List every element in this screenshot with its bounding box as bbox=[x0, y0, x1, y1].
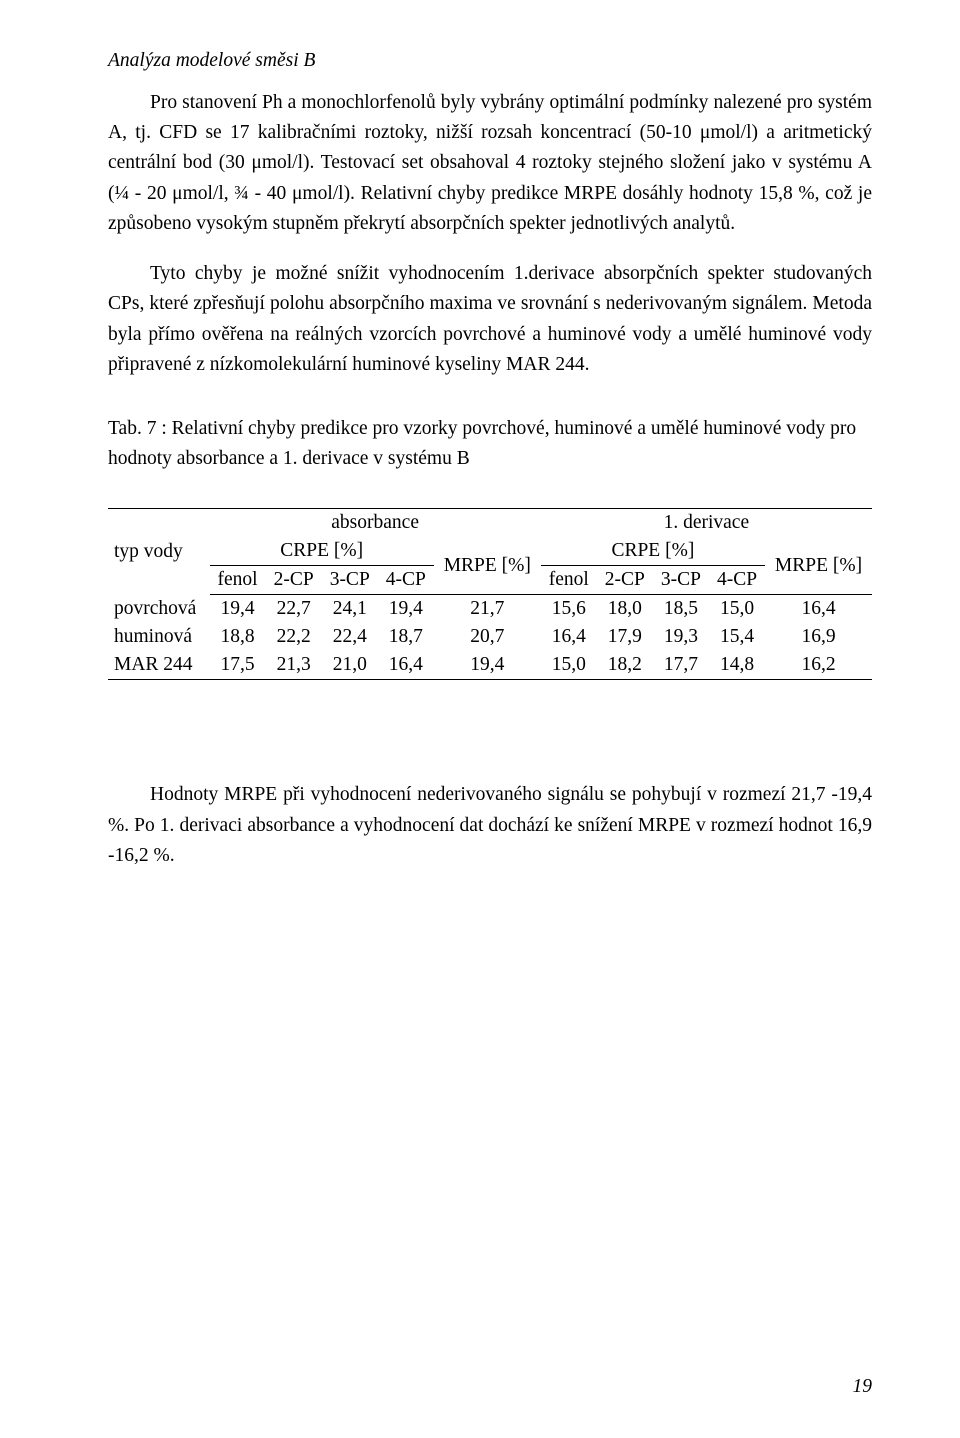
cell: 21,7 bbox=[434, 595, 541, 624]
row-label: povrchová bbox=[108, 595, 210, 624]
paragraph-2: Tyto chyby je možné snížit vyhodnocením … bbox=[108, 259, 872, 380]
cell: 21,3 bbox=[266, 651, 322, 680]
cell: 22,2 bbox=[266, 623, 322, 651]
table-row: MAR 244 17,5 21,3 21,0 16,4 19,4 15,0 18… bbox=[108, 651, 872, 680]
cell: 16,9 bbox=[765, 623, 872, 651]
cell: 16,4 bbox=[765, 595, 872, 624]
cell: 18,8 bbox=[210, 623, 266, 651]
cell: 21,0 bbox=[322, 651, 378, 680]
conclusion-paragraph: Hodnoty MRPE při vyhodnocení nederivovan… bbox=[108, 780, 872, 871]
subhead-mrpe-a: MRPE [%] bbox=[434, 537, 541, 595]
paragraph-2-text: Tyto chyby je možné snížit vyhodnocením … bbox=[108, 263, 872, 375]
cell: 24,1 bbox=[322, 595, 378, 624]
table-row: huminová 18,8 22,2 22,4 18,7 20,7 16,4 1… bbox=[108, 623, 872, 651]
cell: 22,7 bbox=[266, 595, 322, 624]
cell: 22,4 bbox=[322, 623, 378, 651]
cell: 18,5 bbox=[653, 595, 709, 624]
cell: 18,7 bbox=[378, 623, 434, 651]
col-d-3: 4-CP bbox=[709, 566, 765, 595]
row-header-label: typ vody bbox=[108, 509, 210, 595]
col-a-2: 3-CP bbox=[322, 566, 378, 595]
table-row: povrchová 19,4 22,7 24,1 19,4 21,7 15,6 … bbox=[108, 595, 872, 624]
cell: 19,4 bbox=[210, 595, 266, 624]
cell: 15,0 bbox=[541, 651, 597, 680]
cell: 19,4 bbox=[434, 651, 541, 680]
cell: 14,8 bbox=[709, 651, 765, 680]
cell: 16,4 bbox=[378, 651, 434, 680]
subhead-crpe-a: CRPE [%] bbox=[210, 537, 434, 566]
data-table: typ vody absorbance 1. derivace CRPE [%]… bbox=[108, 508, 872, 680]
col-a-3: 4-CP bbox=[378, 566, 434, 595]
cell: 17,9 bbox=[597, 623, 653, 651]
cell: 15,4 bbox=[709, 623, 765, 651]
paragraph-1-text: Pro stanovení Ph a monochlorfenolů byly … bbox=[108, 92, 872, 234]
conclusion-text: Hodnoty MRPE při vyhodnocení nederivovan… bbox=[108, 784, 872, 865]
cell: 19,3 bbox=[653, 623, 709, 651]
col-a-0: fenol bbox=[210, 566, 266, 595]
group-absorbance: absorbance bbox=[210, 509, 541, 538]
page-number: 19 bbox=[853, 1376, 873, 1398]
row-label: MAR 244 bbox=[108, 651, 210, 680]
cell: 20,7 bbox=[434, 623, 541, 651]
cell: 17,5 bbox=[210, 651, 266, 680]
cell: 18,0 bbox=[597, 595, 653, 624]
subhead-crpe-d: CRPE [%] bbox=[541, 537, 765, 566]
cell: 16,2 bbox=[765, 651, 872, 680]
cell: 17,7 bbox=[653, 651, 709, 680]
cell: 19,4 bbox=[378, 595, 434, 624]
row-label: huminová bbox=[108, 623, 210, 651]
paragraph-1: Pro stanovení Ph a monochlorfenolů byly … bbox=[108, 88, 872, 239]
col-d-0: fenol bbox=[541, 566, 597, 595]
table-caption: Tab. 7 : Relativní chyby predikce pro vz… bbox=[108, 414, 872, 474]
subhead-mrpe-d: MRPE [%] bbox=[765, 537, 872, 595]
cell: 16,4 bbox=[541, 623, 597, 651]
col-a-1: 2-CP bbox=[266, 566, 322, 595]
cell: 15,6 bbox=[541, 595, 597, 624]
section-heading: Analýza modelové směsi B bbox=[108, 50, 872, 72]
col-d-2: 3-CP bbox=[653, 566, 709, 595]
cell: 15,0 bbox=[709, 595, 765, 624]
group-derivace: 1. derivace bbox=[541, 509, 872, 538]
cell: 18,2 bbox=[597, 651, 653, 680]
page: Analýza modelové směsi B Pro stanovení P… bbox=[0, 0, 960, 1438]
col-d-1: 2-CP bbox=[597, 566, 653, 595]
